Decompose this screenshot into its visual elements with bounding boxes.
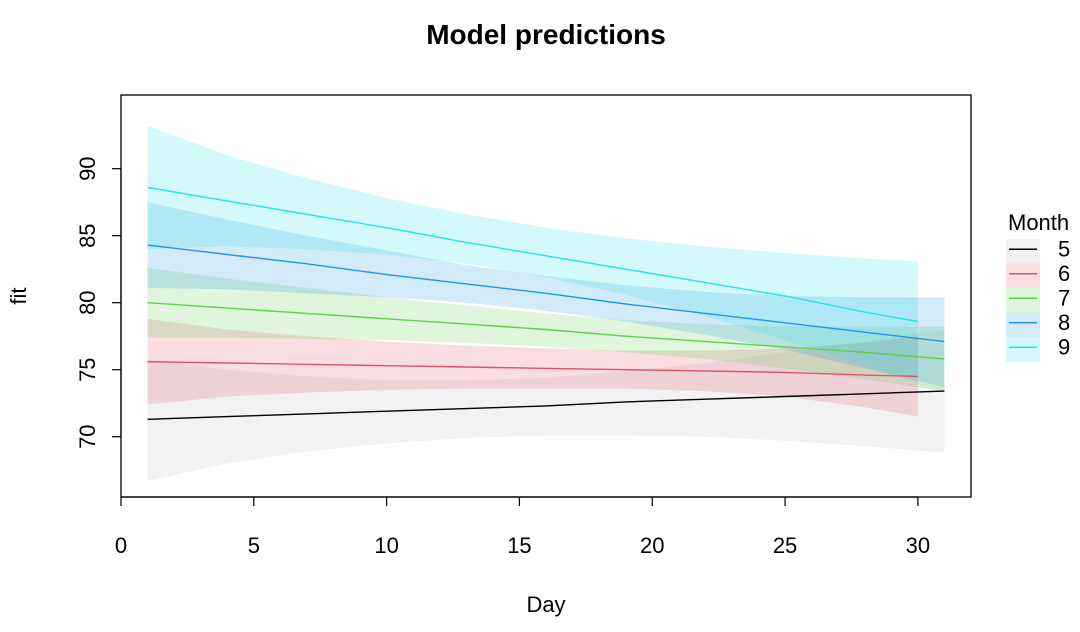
band-month-8 <box>147 202 945 388</box>
x-tick-label: 30 <box>906 533 930 558</box>
legend-label-5: 5 <box>1058 236 1070 261</box>
x-tick-label: 20 <box>640 533 664 558</box>
legend-title: Month <box>1008 210 1069 235</box>
y-tick-label: 80 <box>75 290 100 314</box>
y-tick-label: 70 <box>75 424 100 448</box>
legend-key-fill-7 <box>1006 288 1040 313</box>
y-tick-label: 85 <box>75 223 100 247</box>
y-tick-label: 75 <box>75 357 100 381</box>
y-axis-label: fit <box>6 287 31 304</box>
x-tick-label: 25 <box>773 533 797 558</box>
legend-key-fill-5 <box>1006 239 1040 264</box>
fit-lines <box>147 186 945 420</box>
legend-label-6: 6 <box>1058 261 1070 286</box>
x-tick-label: 5 <box>248 533 260 558</box>
legend-label-8: 8 <box>1058 310 1070 335</box>
chart-title: Model predictions <box>426 19 666 50</box>
x-tick-label: 10 <box>374 533 398 558</box>
line-month-9 <box>147 186 919 323</box>
band-month-9 <box>147 125 918 384</box>
line-month-7 <box>147 302 945 360</box>
legend-key-fill-8 <box>1006 312 1040 337</box>
x-tick-label: 0 <box>115 533 127 558</box>
y-axis: 70 75 80 85 90 <box>75 156 122 449</box>
line-month-6 <box>147 361 918 378</box>
legend-key-fill-9 <box>1006 337 1040 362</box>
legend-label-9: 9 <box>1058 334 1070 359</box>
x-axis: 0 5 10 15 20 25 30 <box>115 496 930 558</box>
legend-key-fill-6 <box>1006 263 1040 288</box>
line-month-5 <box>147 390 945 420</box>
legend-label-7: 7 <box>1058 285 1070 310</box>
line-month-8 <box>147 244 945 343</box>
x-axis-label: Day <box>526 592 565 617</box>
x-tick-label: 15 <box>507 533 531 558</box>
y-tick-label: 90 <box>75 156 100 180</box>
